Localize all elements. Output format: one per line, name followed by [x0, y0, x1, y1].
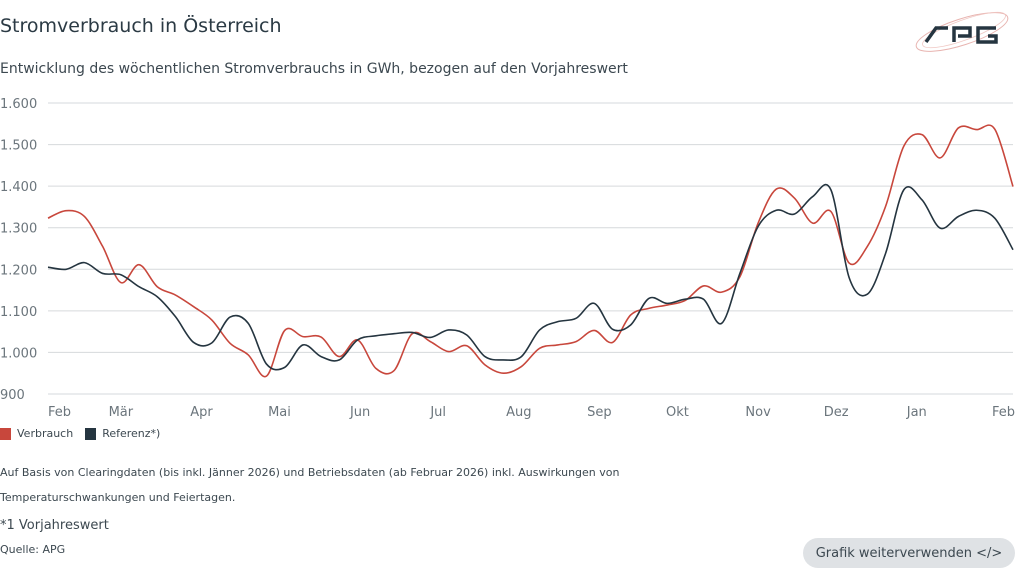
- legend-label-verbrauch: Verbrauch: [17, 427, 74, 440]
- y-tick-label: 1.000: [0, 346, 37, 361]
- line-chart: 900 1.000 1.100 1.200 1.300 1.400 1.500 1.600 Fe…: [0, 97, 1015, 420]
- x-tick-label: Dez: [824, 405, 849, 420]
- note-line-2: Temperaturschwankungen und Feiertagen.: [0, 491, 236, 504]
- reuse-chart-button[interactable]: Grafik weiterverwenden </>: [803, 538, 1015, 568]
- x-tick-label: Mai: [268, 405, 291, 420]
- y-tick-label: 1.200: [0, 263, 37, 278]
- x-tick-label: Mär: [109, 405, 134, 420]
- legend-swatch-referenz: [85, 427, 97, 440]
- note-line-1: Auf Basis von Clearingdaten (bis inkl. J…: [0, 466, 620, 479]
- y-tick-label: 1.600: [0, 97, 37, 112]
- chart-subtitle: Entwicklung des wöchentlichen Stromverbr…: [0, 61, 628, 77]
- y-tick-label: 1.100: [0, 305, 37, 320]
- y-tick-label: 900: [0, 388, 25, 403]
- x-tick-label: Jan: [906, 405, 927, 420]
- chart-title: Stromverbrauch in Österreich: [0, 15, 282, 37]
- y-tick-label: 1.400: [0, 180, 37, 195]
- y-tick-label: 1.300: [0, 222, 37, 237]
- legend-swatch-verbrauch: [0, 427, 11, 440]
- legend-item-referenz[interactable]: Referenz*): [85, 427, 160, 440]
- footnote: *1 Vorjahreswert: [0, 518, 109, 533]
- y-tick-label: 1.500: [0, 139, 37, 154]
- legend-label-referenz: Referenz*): [102, 427, 161, 440]
- x-tick-label: Aug: [506, 405, 531, 420]
- x-tick-label: Okt: [666, 405, 689, 420]
- x-tick-label: Nov: [745, 405, 771, 420]
- series-line-verbrauch: [47, 124, 1014, 378]
- x-tick-label: Feb: [992, 405, 1015, 420]
- x-tick-label: Feb: [48, 405, 71, 420]
- x-tick-label: Jun: [349, 405, 370, 420]
- x-tick-label: Jul: [429, 405, 446, 420]
- x-tick-label: Apr: [190, 405, 213, 420]
- legend: Verbrauch Referenz*): [0, 427, 172, 440]
- apg-logo: [915, 11, 1009, 52]
- legend-item-verbrauch[interactable]: Verbrauch: [0, 427, 73, 440]
- source: Quelle: APG: [0, 543, 66, 556]
- x-tick-label: Sep: [587, 405, 612, 420]
- series-line-referenz: [47, 183, 1014, 371]
